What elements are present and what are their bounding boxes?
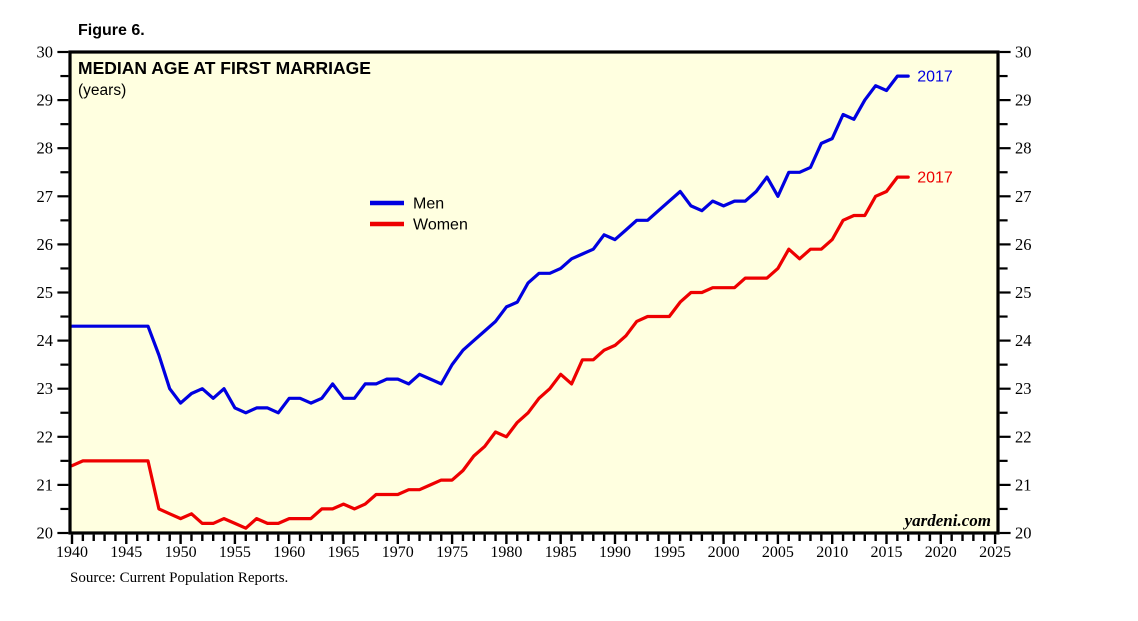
x-axis-labels: 1940 1945 1950 1955 1960 1965 1970 1975 1980 1985… [56,544,1011,561]
x-tick-label: 1940 [56,544,88,561]
x-tick-label: 1995 [653,544,685,561]
men-series-line [70,74,910,415]
figure-number-label: Figure 6. [78,22,145,39]
chart-subtitle: (years) [78,82,126,99]
x-tick-label: 2010 [816,544,848,561]
y-tick-label: 24 [37,331,54,350]
x-tick-label: 1990 [599,544,631,561]
y-tick-label: 23 [1015,379,1032,398]
x-tick-label: 1980 [490,544,522,561]
y-tick-label: 24 [1015,331,1032,350]
x-tick-label: 1960 [273,544,305,561]
x-tick-label: 1975 [436,544,468,561]
y-tick-label: 20 [1015,524,1032,543]
y-tick-label: 29 [37,91,54,110]
x-tick-label: 2020 [925,544,957,561]
men-end-year-label: 2017 [917,69,953,86]
y-axis-ticks-right [999,50,1011,535]
y-tick-label: 27 [1015,187,1032,206]
y-axis-labels-right: 20 21 22 23 24 25 26 27 28 29 30 [1015,43,1032,543]
legend-men-label: Men [413,196,444,213]
legend-women-label: Women [413,217,468,234]
y-axis-labels-left: 20 21 22 23 24 25 26 27 28 29 30 [37,43,54,543]
x-tick-label: 1965 [328,544,360,561]
legend: Men Women [370,196,468,234]
y-tick-label: 21 [1015,475,1032,494]
y-tick-label: 21 [37,475,54,494]
y-axis-ticks-left [57,50,69,535]
y-tick-label: 23 [37,379,54,398]
y-tick-label: 27 [37,187,54,206]
x-tick-label: 1950 [165,544,197,561]
women-series-line [70,175,910,530]
y-tick-label: 28 [1015,139,1032,158]
women-end-year-label: 2017 [917,170,953,187]
y-tick-label: 26 [1015,235,1032,254]
x-tick-label: 2015 [871,544,903,561]
x-axis-ticks [70,534,997,544]
x-tick-label: 1985 [545,544,577,561]
watermark: yardeni.com [903,511,991,530]
x-tick-label: 2000 [708,544,740,561]
y-tick-label: 26 [37,235,54,254]
y-tick-label: 30 [1015,43,1032,62]
y-tick-label: 22 [37,427,54,446]
y-tick-label: 25 [1015,283,1032,302]
y-tick-label: 28 [37,139,54,158]
y-tick-label: 30 [37,43,54,62]
plot-frame [68,50,1000,535]
y-tick-label: 22 [1015,427,1032,446]
plot-area [70,52,998,533]
x-tick-label: 2025 [979,544,1011,561]
x-tick-label: 1945 [110,544,142,561]
x-tick-label: 1955 [219,544,251,561]
y-tick-label: 20 [37,524,54,543]
x-tick-label: 1970 [382,544,414,561]
x-tick-label: 2005 [762,544,794,561]
y-tick-label: 25 [37,283,54,302]
y-tick-label: 29 [1015,91,1032,110]
source-note: Source: Current Population Reports. [70,570,289,586]
chart-title: MEDIAN AGE AT FIRST MARRIAGE [78,58,371,78]
